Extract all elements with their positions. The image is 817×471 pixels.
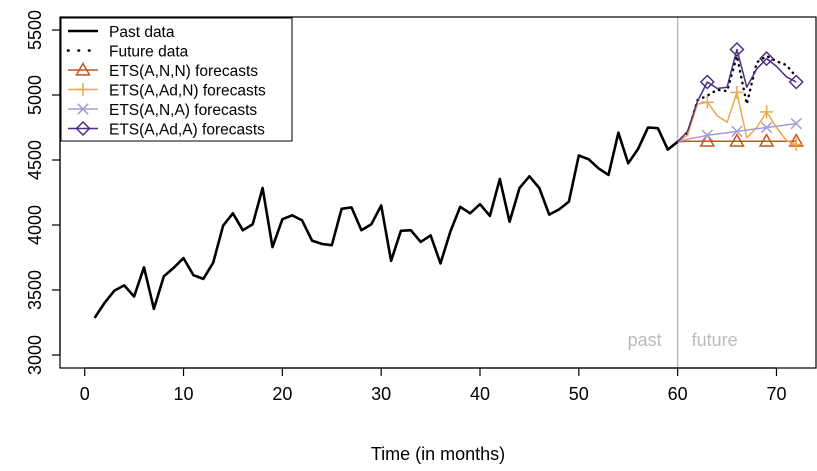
y-axis: 3000 3500 4000 4500 5000 5500 — [25, 10, 61, 375]
series-2 — [677, 133, 805, 147]
legend-item: Future data — [66, 44, 189, 61]
data-point — [789, 137, 803, 151]
x-tick-label: 20 — [272, 384, 292, 404]
data-point — [760, 105, 774, 119]
marker-stroke — [790, 117, 802, 130]
data-point — [729, 41, 745, 58]
future-region-label: future — [692, 330, 738, 350]
series-3 — [677, 85, 803, 151]
legend-box — [60, 17, 293, 142]
x-tick-label: 30 — [371, 384, 391, 404]
data-point — [699, 133, 716, 147]
legend: Past data Future data ETS(A,N,N) forecasts… — [60, 17, 293, 142]
y-tick-label: 3000 — [25, 335, 45, 375]
legend-item: ETS(A,N,N) forecasts — [68, 61, 258, 80]
series-line — [677, 91, 797, 146]
series-line — [677, 122, 797, 143]
x-tick-label: 60 — [668, 384, 688, 404]
legend-label: Past data — [109, 24, 175, 41]
data-point — [700, 95, 714, 109]
legend-marker — [75, 61, 91, 76]
legend-item: ETS(A,N,A) forecasts — [68, 102, 257, 119]
data-point — [731, 125, 743, 138]
data-point — [790, 117, 802, 130]
y-tick-label: 4500 — [25, 140, 45, 180]
y-tick-label: 5500 — [25, 10, 45, 50]
series-line — [677, 140, 797, 143]
x-tick-label: 10 — [174, 384, 194, 404]
legend-item: ETS(A,Ad,N) forecasts — [68, 83, 266, 100]
x-tick-label: 50 — [569, 384, 589, 404]
series-line — [677, 48, 797, 143]
data-point — [730, 85, 744, 99]
past-region-label: past — [628, 330, 662, 350]
x-tick-label: 70 — [766, 384, 786, 404]
x-axis: 0 10 20 30 40 50 60 70 — [80, 367, 786, 404]
series-line — [93, 126, 679, 319]
series-4 — [677, 117, 802, 143]
legend-label: ETS(A,N,N) forecasts — [109, 63, 258, 80]
y-tick-label: 3500 — [25, 270, 45, 310]
data-point — [701, 129, 714, 142]
x-tick-label: 40 — [470, 384, 490, 404]
data-point — [788, 74, 804, 90]
marker-stroke — [760, 121, 773, 134]
data-point — [759, 51, 775, 67]
data-point — [729, 133, 745, 147]
marker-stroke — [77, 103, 89, 115]
y-tick-label: 4000 — [25, 205, 45, 245]
legend-item: ETS(A,Ad,A) forecasts — [68, 120, 265, 139]
legend-marker — [76, 83, 90, 96]
legend-item: Past data — [68, 24, 175, 41]
legend-label: Future data — [109, 44, 189, 61]
x-tick-label: 0 — [80, 384, 90, 404]
legend-label: ETS(A,Ad,A) forecasts — [109, 122, 265, 139]
series-5 — [677, 41, 804, 143]
y-tick-label: 5000 — [25, 75, 45, 115]
marker-stroke — [731, 125, 743, 138]
legend-marker — [75, 120, 91, 137]
legend-label: ETS(A,N,A) forecasts — [109, 102, 257, 119]
data-point — [758, 133, 775, 147]
series-0 — [93, 126, 679, 319]
data-point — [760, 121, 773, 134]
legend-marker — [77, 103, 89, 115]
data-point — [699, 74, 715, 90]
x-axis-label: Time (in months) — [371, 444, 505, 464]
series-layer — [93, 41, 805, 319]
marker-stroke — [701, 129, 714, 142]
legend-label: ETS(A,Ad,N) forecasts — [109, 83, 266, 100]
